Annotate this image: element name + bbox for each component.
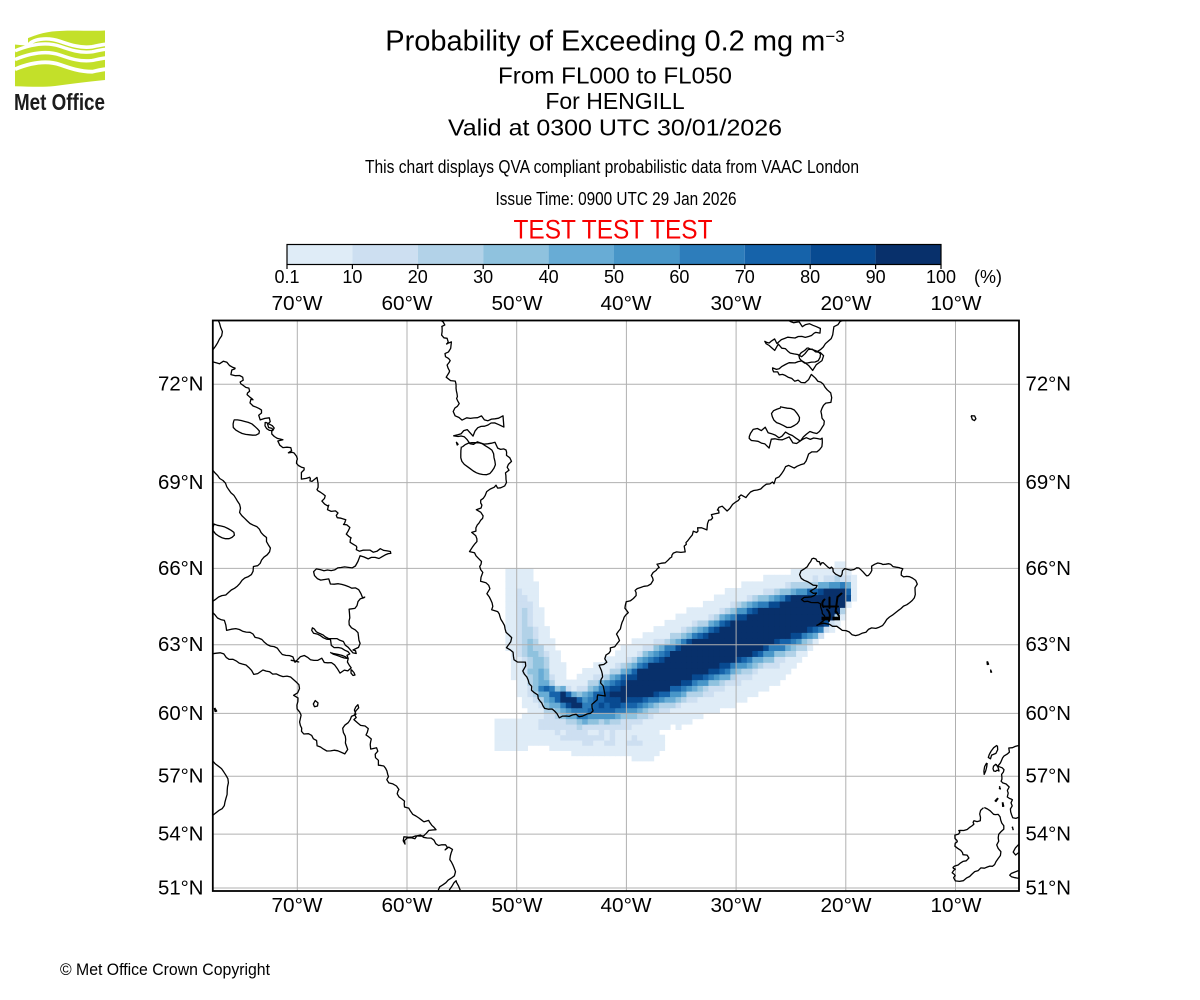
svg-text:10: 10 (342, 267, 362, 287)
svg-text:57°N: 57°N (1026, 766, 1072, 788)
svg-text:72°N: 72°N (1026, 374, 1072, 396)
svg-text:63°N: 63°N (1026, 634, 1072, 656)
svg-text:63°N: 63°N (158, 634, 204, 656)
svg-text:Valid at 0300 UTC 30/01/2026: Valid at 0300 UTC 30/01/2026 (448, 115, 782, 141)
svg-text:69°N: 69°N (1026, 472, 1072, 494)
svg-text:© Met Office Crown Copyright: © Met Office Crown Copyright (60, 960, 270, 979)
svg-text:60°W: 60°W (382, 293, 433, 315)
svg-text:This chart displays QVA compli: This chart displays QVA compliant probab… (365, 157, 859, 177)
svg-text:54°N: 54°N (1026, 824, 1072, 846)
svg-text:51°N: 51°N (1026, 878, 1072, 900)
svg-text:20°W: 20°W (821, 895, 872, 917)
svg-text:90: 90 (866, 267, 886, 287)
svg-text:TEST TEST TEST: TEST TEST TEST (514, 214, 713, 244)
svg-text:72°N: 72°N (158, 374, 204, 396)
svg-text:50: 50 (604, 267, 624, 287)
svg-text:30: 30 (473, 267, 493, 287)
svg-text:40°W: 40°W (601, 293, 652, 315)
svg-text:51°N: 51°N (158, 878, 204, 900)
svg-text:(%): (%) (974, 267, 1002, 287)
svg-text:30°W: 30°W (711, 293, 762, 315)
svg-text:69°N: 69°N (158, 472, 204, 494)
svg-text:54°N: 54°N (158, 824, 204, 846)
svg-text:60°W: 60°W (382, 895, 433, 917)
svg-text:60°N: 60°N (158, 703, 204, 725)
svg-text:40: 40 (539, 267, 559, 287)
svg-text:From FL000 to FL050: From FL000 to FL050 (498, 62, 732, 88)
svg-text:70°W: 70°W (272, 895, 323, 917)
svg-text:60: 60 (669, 267, 689, 287)
svg-text:20°W: 20°W (821, 293, 872, 315)
svg-text:100: 100 (926, 267, 956, 287)
svg-text:For HENGILL: For HENGILL (545, 88, 685, 114)
svg-text:Issue Time: 0900 UTC 29 Jan 20: Issue Time: 0900 UTC 29 Jan 2026 (496, 189, 737, 209)
svg-text:80: 80 (800, 267, 820, 287)
svg-text:66°N: 66°N (158, 558, 204, 580)
svg-text:20: 20 (408, 267, 428, 287)
svg-text:10°W: 10°W (931, 895, 982, 917)
svg-text:57°N: 57°N (158, 766, 204, 788)
svg-text:50°W: 50°W (492, 293, 543, 315)
svg-text:66°N: 66°N (1026, 558, 1072, 580)
svg-text:30°W: 30°W (711, 895, 762, 917)
svg-text:70: 70 (735, 267, 755, 287)
svg-text:60°N: 60°N (1026, 703, 1072, 725)
svg-text:40°W: 40°W (601, 895, 652, 917)
svg-text:Met Office: Met Office (14, 89, 105, 115)
svg-text:0.1: 0.1 (274, 267, 299, 287)
svg-text:Probability of Exceeding 0.2 m: Probability of Exceeding 0.2 mg m−3 (385, 26, 844, 58)
svg-text:50°W: 50°W (492, 895, 543, 917)
svg-text:70°W: 70°W (272, 293, 323, 315)
svg-text:10°W: 10°W (931, 293, 982, 315)
